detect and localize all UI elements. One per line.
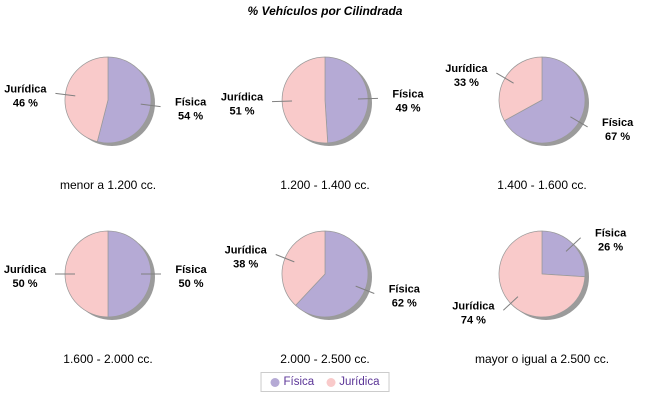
pie-category-label: 1.200 - 1.400 cc. <box>280 178 370 192</box>
pie-chart-mayor-2500: Física 26 % Jurídica 74 % <box>452 228 627 327</box>
slice-label-name: Jurídica <box>4 264 47 276</box>
pie-category-label: 1.600 - 2.000 cc. <box>63 352 153 366</box>
pie-category-label: mayor o igual a 2.500 cc. <box>474 352 610 366</box>
label-leader-line <box>570 116 588 128</box>
slice-label-name: Jurídica <box>452 300 495 312</box>
pie-slice-fisica <box>541 230 586 278</box>
slice-label-name: Física <box>595 228 627 240</box>
slice-label-value: 49 % <box>395 102 420 114</box>
slice-label-name: Física <box>389 284 421 296</box>
legend-item-fisica: Física <box>270 376 315 388</box>
pie-slice-juridica <box>281 56 329 144</box>
label-leader-line <box>272 100 293 103</box>
pie-chart-menor-1200: Física 54 % Jurídica 46 % <box>4 56 207 146</box>
label-leader-line <box>496 72 514 84</box>
pie-cell-1: Física 54 % Jurídica 46 % menor a 1.200 cc. <box>0 36 216 192</box>
slice-label-name: Física <box>392 88 424 100</box>
slice-label-name: Jurídica <box>445 63 488 75</box>
label-leader-line <box>357 97 378 100</box>
slice-label-name: Física <box>175 264 207 276</box>
pie-category-label: menor a 1.200 cc. <box>59 178 157 192</box>
label-leader-line <box>55 92 76 97</box>
pie-cell-2: Física 49 % Jurídica 51 % 1.200 - 1.400 cc. <box>217 36 433 192</box>
pie-cell-3: Física 67 % Jurídica 33 % 1.400 - 1.600 cc. <box>434 36 650 192</box>
slice-label-name: Física <box>602 117 634 129</box>
chart-legend: Física Jurídica <box>260 372 390 392</box>
slice-label-name: Física <box>175 97 207 109</box>
slice-label-value: 67 % <box>605 131 630 143</box>
pie-cell-6: Física 26 % Jurídica 74 % mayor o igual a 2… <box>434 210 650 366</box>
slice-label-name: Jurídica <box>221 92 264 104</box>
chart-title: % Vehículos por Cilindrada <box>247 4 403 18</box>
pie-chart-2000-2500: Física 62 % Jurídica 38 % <box>225 230 421 320</box>
pie-category-label: 2.000 - 2.500 cc. <box>280 352 370 366</box>
label-leader-line <box>565 237 581 252</box>
legend-item-juridica: Jurídica <box>326 376 379 388</box>
slice-label-name: Jurídica <box>4 83 47 95</box>
slice-label-value: 62 % <box>392 298 417 310</box>
slice-label-value: 26 % <box>598 242 623 254</box>
slice-label-value: 50 % <box>12 278 37 290</box>
slice-label-name: Jurídica <box>225 245 268 257</box>
slice-label-value: 46 % <box>13 97 38 109</box>
pie-chart-1400-1600: Física 67 % Jurídica 33 % <box>445 56 634 146</box>
legend-swatch-fisica <box>270 377 280 387</box>
label-leader-line <box>275 254 295 263</box>
slice-label-value: 54 % <box>178 111 203 123</box>
slice-label-value: 74 % <box>461 314 486 326</box>
label-leader-line <box>503 296 519 311</box>
pie-cell-5: Física 62 % Jurídica 38 % 2.000 - 2.500 cc. <box>217 210 433 366</box>
pie-chart-1600-2000: Física 50 % Jurídica 50 % <box>4 230 207 320</box>
label-leader-line <box>355 285 375 294</box>
pie-category-label: 1.400 - 1.600 cc. <box>497 178 587 192</box>
slice-label-value: 38 % <box>233 259 258 271</box>
pie-chart-1200-1400: Física 49 % Jurídica 51 % <box>221 56 424 146</box>
slice-label-value: 51 % <box>229 106 254 118</box>
slice-label-value: 50 % <box>178 278 203 290</box>
slice-label-value: 33 % <box>454 77 479 89</box>
legend-label-juridica: Jurídica <box>339 376 380 388</box>
pie-cell-4: Física 50 % Jurídica 50 % 1.600 - 2.000 cc. <box>0 210 216 366</box>
legend-swatch-juridica <box>326 377 336 387</box>
legend-label-fisica: Física <box>283 376 315 388</box>
label-leader-line <box>140 103 161 108</box>
